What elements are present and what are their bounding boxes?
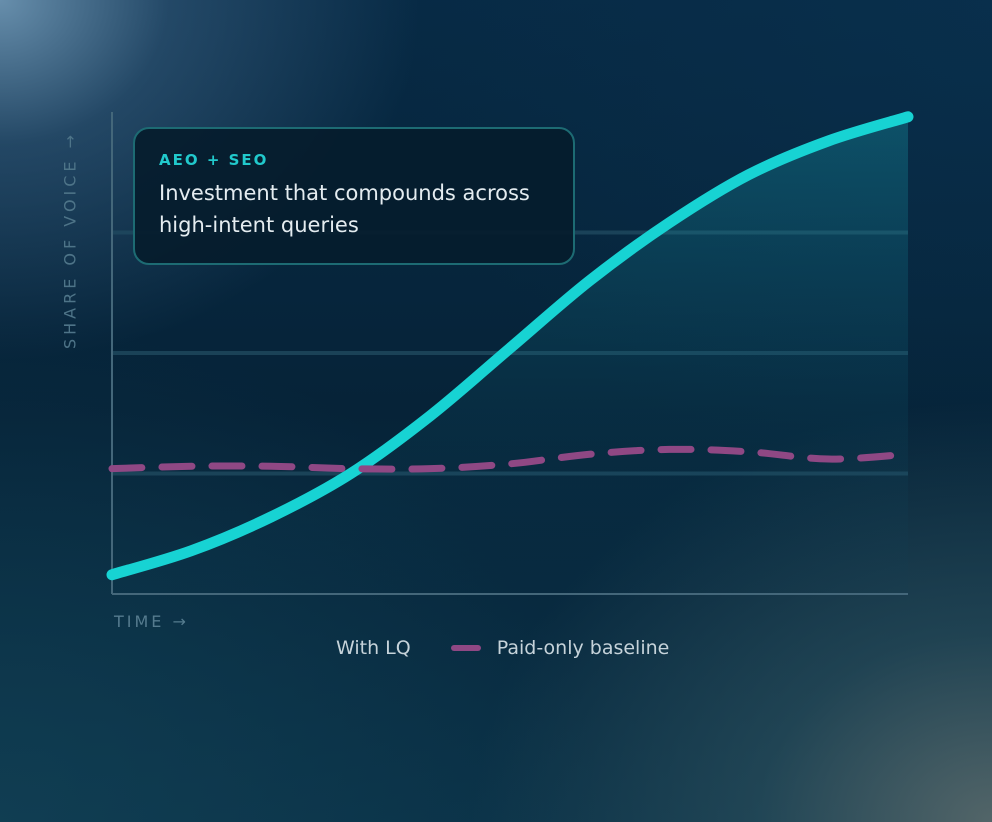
series-line-paid-only-baseline — [108, 445, 912, 473]
series-line-with-lq — [106, 111, 914, 581]
legend: With LQ Paid-only baseline — [336, 637, 669, 659]
callout-tag: AEO + SEO — [159, 151, 269, 169]
legend-label-with-lq: With LQ — [336, 637, 411, 659]
series-lines — [106, 111, 914, 581]
legend-swatch-paid-only — [450, 645, 481, 651]
axes — [111, 112, 908, 595]
with-lq-area-fill — [112, 116, 908, 594]
annotation-callout: AEO + SEO Investment that compounds acro… — [133, 127, 575, 265]
x-axis-label: TIME → — [114, 612, 189, 631]
y-axis-label: SHARE OF VOICE → — [60, 130, 80, 350]
callout-text: Investment that compounds across high-in… — [159, 181, 530, 237]
legend-label-paid-only: Paid-only baseline — [496, 637, 670, 659]
